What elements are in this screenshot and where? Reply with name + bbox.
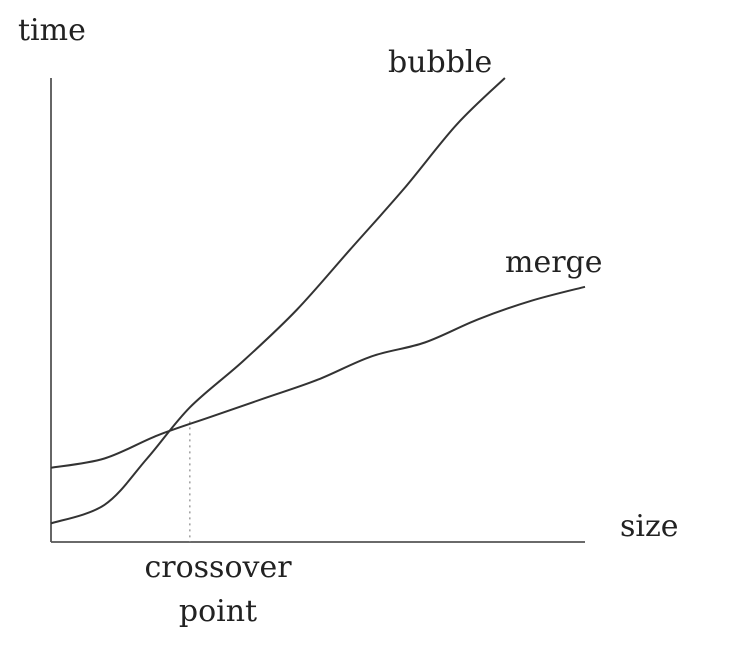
merge-series-label: merge [505, 245, 603, 280]
crossover-label-line-2: point [178, 593, 258, 629]
merge-series-line [50, 285, 586, 469]
x-axis-label: size [620, 509, 679, 544]
y-axis-label: time [18, 13, 86, 48]
bubble-series-line [50, 77, 506, 525]
crossover-point-label: crossover point [144, 546, 291, 633]
bubble-series-label: bubble [388, 45, 493, 80]
crossover-label-line-1: crossover [144, 550, 292, 585]
